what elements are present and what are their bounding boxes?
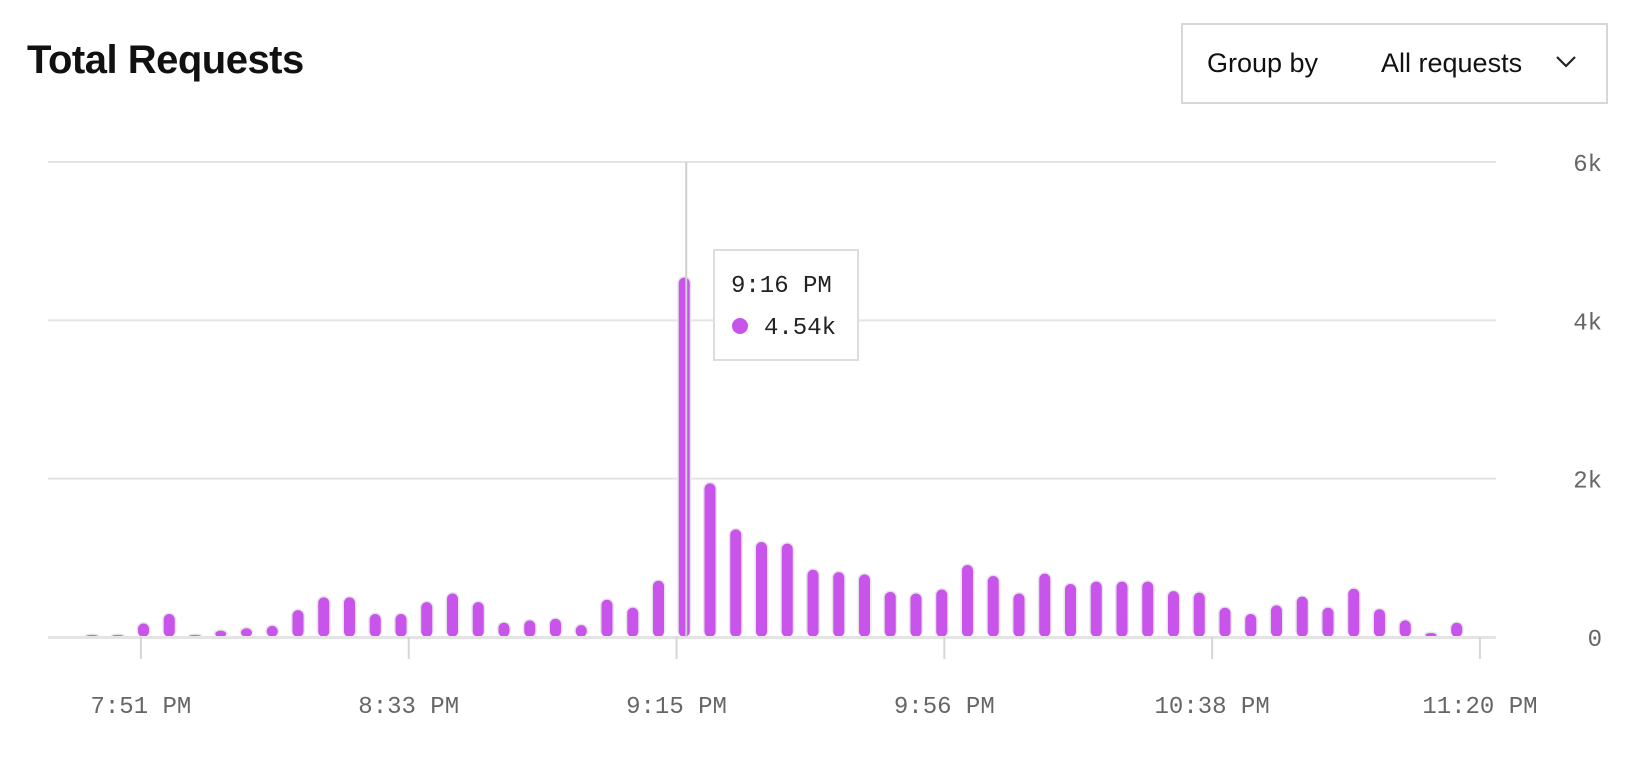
bar	[395, 614, 407, 637]
bar	[1090, 581, 1102, 637]
bar	[781, 543, 793, 637]
group-by-label: Group by	[1207, 48, 1319, 78]
bar	[704, 483, 716, 637]
bar	[1013, 593, 1025, 637]
bar	[1116, 581, 1128, 637]
bar	[344, 597, 355, 637]
y-tick-label: 4k	[1573, 310, 1602, 337]
bar	[1374, 609, 1385, 637]
bar	[884, 591, 896, 637]
bar	[472, 602, 484, 637]
bar	[1219, 607, 1231, 637]
bar	[215, 630, 227, 637]
bar	[292, 610, 304, 637]
bar	[421, 602, 433, 637]
bar	[601, 599, 613, 637]
y-tick-label: 6k	[1573, 152, 1602, 179]
bar	[1245, 614, 1257, 637]
bar	[318, 597, 330, 637]
bar	[1168, 591, 1179, 637]
group-by-dropdown[interactable]: Group by All requests	[1181, 23, 1608, 104]
bars	[48, 276, 1496, 639]
bar	[859, 574, 870, 637]
bar	[369, 614, 381, 637]
bar	[1193, 592, 1205, 637]
bar	[138, 623, 149, 637]
bar	[1065, 583, 1076, 637]
tooltip-value: 4.54k	[764, 315, 836, 342]
bar	[962, 564, 973, 637]
bar	[1296, 596, 1308, 637]
bar	[987, 576, 999, 637]
bar	[1399, 620, 1411, 637]
bar	[447, 593, 458, 637]
bar	[163, 614, 175, 637]
x-tick-label: 11:20 PM	[1422, 694, 1537, 721]
bar	[266, 625, 278, 637]
group-by-value: All requests	[1381, 48, 1523, 78]
bar	[498, 622, 510, 637]
bar	[936, 589, 948, 637]
chevron-down-icon	[1556, 56, 1576, 68]
y-tick-label: 2k	[1573, 469, 1602, 496]
baseline	[48, 636, 1496, 639]
tooltip-time: 9:16 PM	[731, 273, 832, 300]
bar	[756, 542, 767, 637]
bar	[575, 625, 587, 637]
bar	[1039, 573, 1051, 637]
y-axis: 0 2k 4k 6k	[1573, 152, 1602, 654]
bar	[910, 593, 922, 637]
bar	[678, 277, 690, 637]
bar	[833, 572, 845, 637]
bar	[627, 607, 639, 637]
x-tick-label: 9:56 PM	[894, 694, 995, 721]
x-axis: 7:51 PM 8:33 PM 9:15 PM 9:56 PM 10:38 PM 11:2…	[91, 637, 1538, 721]
grid-lines	[48, 161, 1496, 638]
bar	[524, 620, 536, 637]
tooltip-series-dot	[732, 318, 748, 334]
bar	[807, 569, 819, 637]
tooltip-box	[713, 249, 859, 361]
bar	[1322, 607, 1334, 637]
bar	[730, 529, 742, 637]
bar	[241, 628, 252, 637]
x-tick-label: 8:33 PM	[358, 694, 459, 721]
bar	[1451, 622, 1463, 637]
chart-title: Total Requests	[27, 38, 304, 82]
x-tick-label: 10:38 PM	[1155, 694, 1270, 721]
x-tick-label: 9:15 PM	[626, 694, 727, 721]
tooltip: 9:16 PM 4.54k	[685, 162, 859, 637]
bar	[1271, 605, 1282, 637]
bar	[653, 580, 664, 637]
y-tick-label: 0	[1588, 627, 1602, 654]
bar	[550, 618, 561, 637]
bar	[1142, 581, 1154, 637]
bar	[1348, 588, 1360, 637]
x-tick-label: 7:51 PM	[91, 694, 192, 721]
